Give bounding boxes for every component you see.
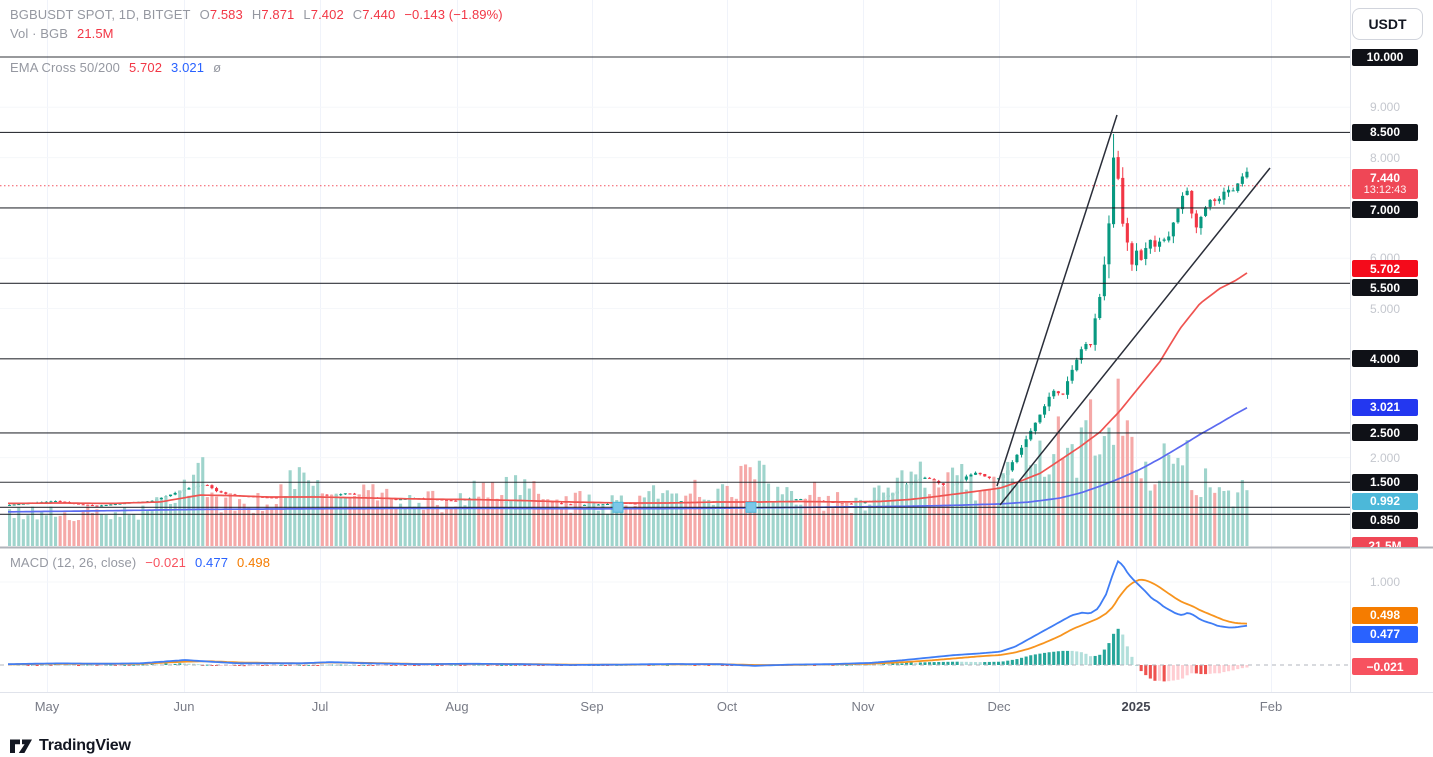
price-level-badge: 5.702 — [1352, 260, 1418, 278]
ema-cross-legend[interactable]: EMA Cross 50/200 5.702 3.021 ø — [10, 60, 221, 75]
low-value: 7.402 — [310, 7, 344, 22]
macd-axis-label: 1.000 — [1369, 575, 1401, 589]
close-label: C — [352, 7, 363, 22]
macd-label: MACD (12, 26, close) — [10, 555, 137, 570]
time-axis-label[interactable]: Oct — [716, 699, 738, 714]
price-axis-label: 8.000 — [1369, 150, 1401, 165]
macd-value-badge: 0.498 — [1352, 606, 1418, 624]
time-axis-label[interactable]: May — [34, 699, 60, 714]
tradingview-logo-icon — [10, 739, 32, 753]
close-value: 7.440 — [362, 7, 396, 22]
line-anchor-handle[interactable] — [745, 501, 757, 513]
volume-legend[interactable]: Vol · BGB 21.5M — [10, 26, 114, 41]
time-axis-label[interactable]: Dec — [987, 699, 1011, 714]
open-value: 7.583 — [209, 7, 243, 22]
price-level-badge: 8.500 — [1352, 123, 1418, 141]
time-axis-label[interactable]: Nov — [851, 699, 875, 714]
last-price-badge: 7.440 13:12:43 — [1352, 169, 1418, 200]
macd-line-value: 0.477 — [195, 555, 229, 570]
ema-extra-value: ø — [213, 60, 222, 75]
volume-label: Vol · BGB — [10, 26, 68, 41]
line-anchor-handle[interactable] — [612, 501, 624, 513]
symbol-legend[interactable]: BGBUSDT SPOT, 1D, BITGET O7.583 H7.871 L7.4… — [10, 7, 503, 22]
time-axis-label[interactable]: Jul — [311, 699, 329, 714]
macd-hist-value: −0.021 — [145, 555, 186, 570]
price-level-badge: 0.850 — [1352, 511, 1418, 529]
open-label: O — [199, 7, 210, 22]
time-axis-label[interactable]: Sep — [580, 699, 604, 714]
price-level-badge: 1.500 — [1352, 473, 1418, 491]
time-axis-label[interactable]: Feb — [1259, 699, 1283, 714]
price-level-badge: 0.992 — [1352, 492, 1418, 510]
volume-axis-badge: 21.5M — [1352, 537, 1418, 547]
tradingview-branding[interactable]: TradingView — [10, 737, 131, 755]
ema-cross-label: EMA Cross 50/200 — [10, 60, 120, 75]
ema50-value: 5.702 — [129, 60, 163, 75]
tradingview-wordmark: TradingView — [39, 737, 131, 754]
price-level-badge: 7.000 — [1352, 201, 1418, 219]
price-level-badge: 2.500 — [1352, 424, 1418, 442]
macd-value-badge: 0.477 — [1352, 625, 1418, 643]
symbol-title: BGBUSDT SPOT, 1D, BITGET — [10, 7, 191, 22]
macd-signal-value: 0.498 — [237, 555, 271, 570]
currency-unit-button[interactable]: USDT — [1352, 8, 1423, 40]
volume-value: 21.5M — [76, 26, 114, 41]
price-level-badge: 10.000 — [1352, 48, 1418, 66]
ema200-value: 3.021 — [171, 60, 205, 75]
price-level-badge: 3.021 — [1352, 398, 1418, 416]
price-axis-label: 2.000 — [1369, 450, 1401, 465]
macd-value-badge: −0.021 — [1352, 658, 1418, 676]
price-axis-label: 9.000 — [1369, 100, 1401, 115]
time-axis-label[interactable]: Jun — [173, 699, 195, 714]
time-axis-label[interactable]: 2025 — [1121, 699, 1151, 714]
change-value: −0.143 (−1.89%) — [404, 7, 503, 22]
macd-legend[interactable]: MACD (12, 26, close) −0.021 0.477 0.498 — [10, 555, 270, 570]
price-level-badge: 4.000 — [1352, 350, 1418, 368]
high-label: H — [251, 7, 262, 22]
high-value: 7.871 — [261, 7, 295, 22]
low-label: L — [303, 7, 311, 22]
price-level-badge: 5.500 — [1352, 279, 1418, 297]
price-axis-label: 5.000 — [1369, 301, 1401, 316]
time-axis-label[interactable]: Aug — [445, 699, 469, 714]
